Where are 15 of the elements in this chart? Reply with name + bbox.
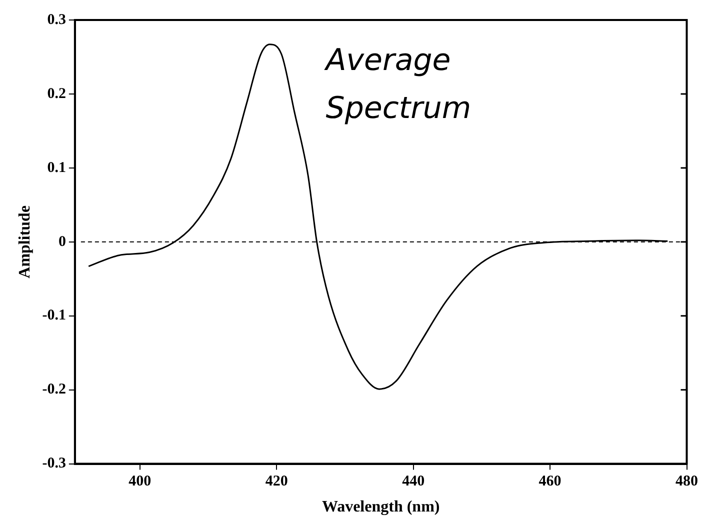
y-tick-label: -0.1 xyxy=(42,308,66,324)
y-tick-label: -0.3 xyxy=(42,456,66,472)
y-tick-label: 0 xyxy=(58,234,66,250)
x-tick-label: 480 xyxy=(676,474,698,490)
x-tick-label: 460 xyxy=(538,474,562,490)
y-axis-title: Amplitude xyxy=(16,205,34,278)
y-tick-label: 0.2 xyxy=(47,86,66,102)
y-tick-label: 0.3 xyxy=(47,12,66,28)
x-tick-label: 440 xyxy=(402,474,425,490)
y-tick-label: 0.1 xyxy=(47,160,66,176)
x-axis-title: Wavelength (nm) xyxy=(322,498,440,516)
x-tick-label: 420 xyxy=(265,474,288,490)
y-tick-label: -0.2 xyxy=(42,382,66,398)
annotation: Average Spectrum xyxy=(324,43,472,126)
x-tick-label: 400 xyxy=(128,474,152,490)
